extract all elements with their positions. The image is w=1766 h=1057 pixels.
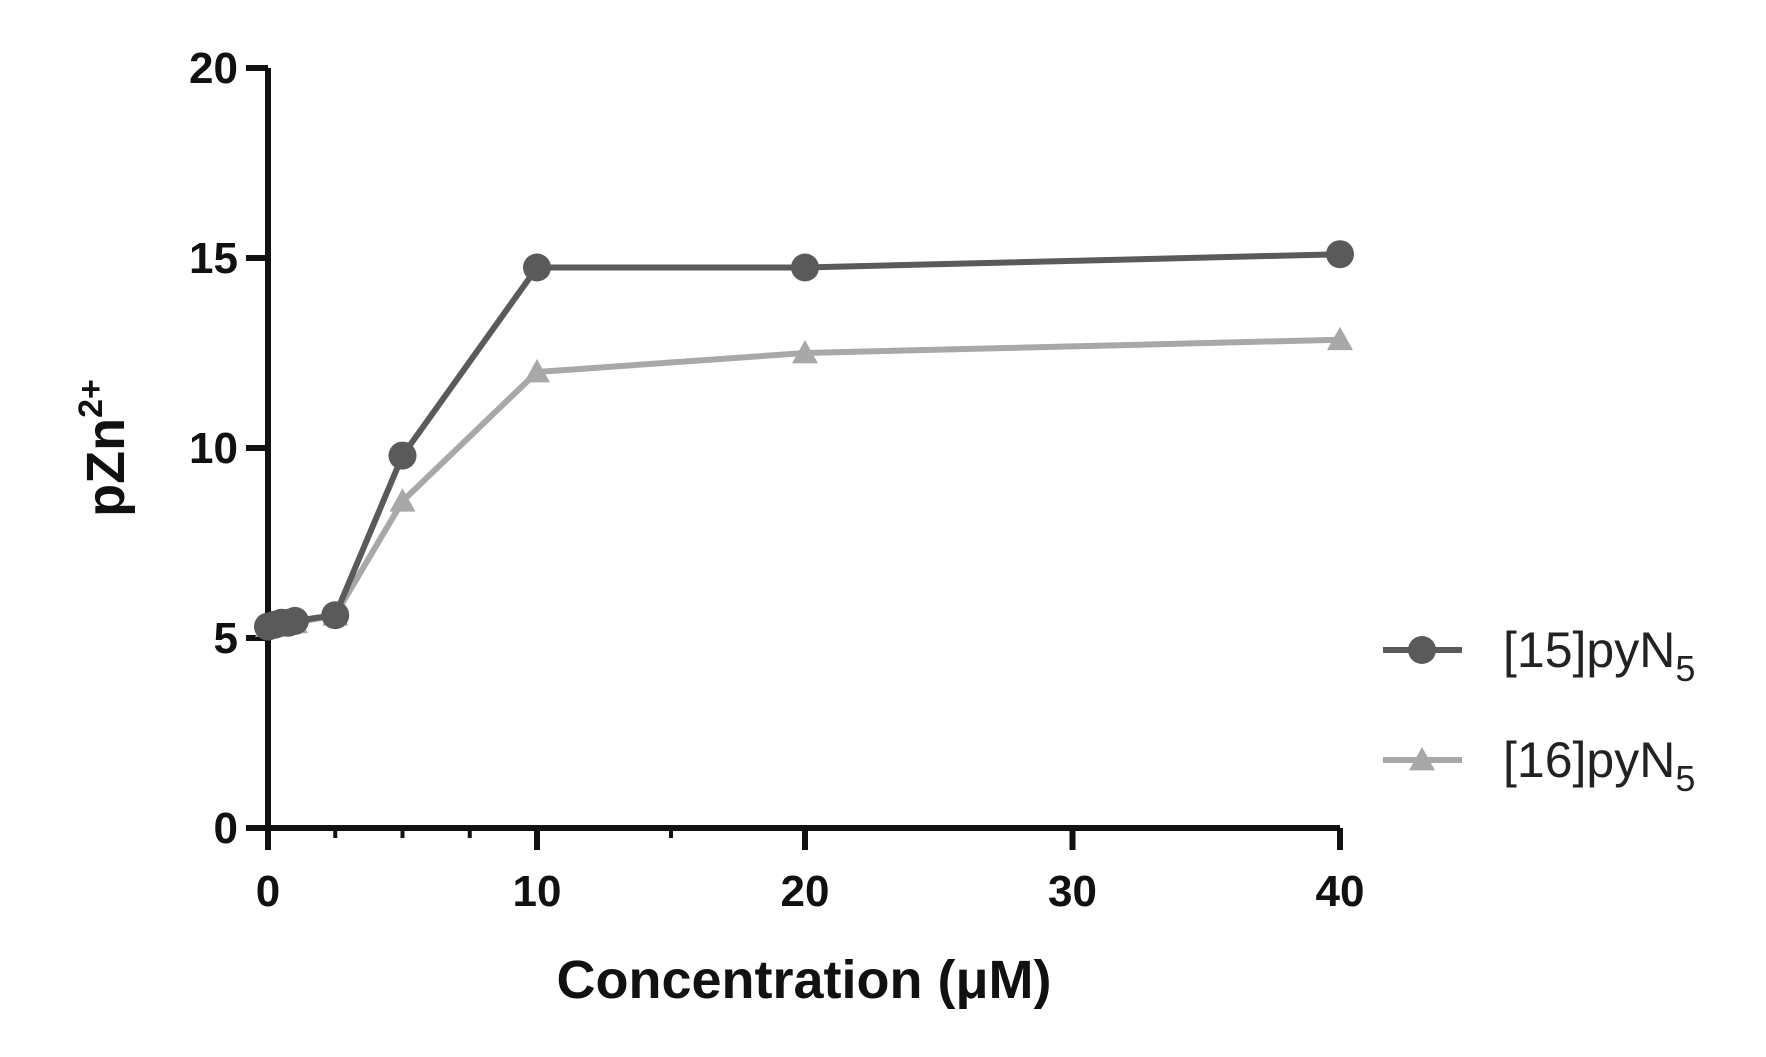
data-point	[280, 606, 309, 635]
y-axis-title: pZn2+	[72, 379, 136, 517]
legend-item: [16]pyN5	[1383, 732, 1695, 799]
x-tick-label: 20	[781, 867, 830, 916]
data-point	[524, 359, 550, 383]
data-point	[523, 253, 551, 282]
legend-circle-marker	[1408, 636, 1436, 664]
legend-label-base: [16]pyN	[1503, 732, 1675, 788]
data-point	[1327, 326, 1353, 351]
series-line	[267, 251, 1341, 630]
legend-label: [16]pyN5	[1503, 732, 1695, 799]
data-point	[389, 488, 416, 512]
legend: [15]pyN5[16]pyN5	[1383, 622, 1695, 799]
series-1	[254, 240, 1354, 641]
x-tick-label: 40	[1316, 867, 1365, 916]
x-tick-label: 0	[256, 867, 280, 916]
data-point	[388, 441, 417, 470]
x-tick-label: 10	[513, 867, 562, 916]
y-tick-label: 20	[189, 44, 238, 93]
axes: 0 5 10 15 20 0 10 20 30 40	[189, 44, 1364, 916]
legend-label: [15]pyN5	[1503, 622, 1695, 689]
y-tick-label: 0	[214, 804, 238, 853]
y-ticks: 0 5 10 15 20	[189, 44, 268, 853]
x-ticks: 0 10 20 30 40	[256, 828, 1365, 916]
legend-label-subscript: 5	[1675, 648, 1695, 689]
series-2	[255, 326, 1353, 637]
legend-triangle-marker	[1409, 747, 1435, 771]
y-tick-label: 15	[189, 234, 238, 283]
y-axis-title-superscript: 2+	[72, 379, 110, 418]
data-point	[321, 601, 350, 630]
data-point	[1326, 240, 1354, 269]
y-tick-label: 5	[214, 614, 238, 663]
x-tick-label: 30	[1048, 867, 1097, 916]
x-axis-title: Concentration (μM)	[557, 950, 1052, 1010]
y-tick-label: 10	[189, 424, 238, 473]
y-axis-title-base: pZn	[76, 418, 136, 517]
data-point	[791, 253, 819, 282]
series-layer	[254, 240, 1354, 641]
data-point	[792, 340, 818, 364]
legend-label-subscript: 5	[1675, 758, 1695, 799]
legend-item: [15]pyN5	[1383, 622, 1695, 689]
legend-label-base: [15]pyN	[1503, 622, 1675, 678]
series-line	[267, 336, 1341, 630]
